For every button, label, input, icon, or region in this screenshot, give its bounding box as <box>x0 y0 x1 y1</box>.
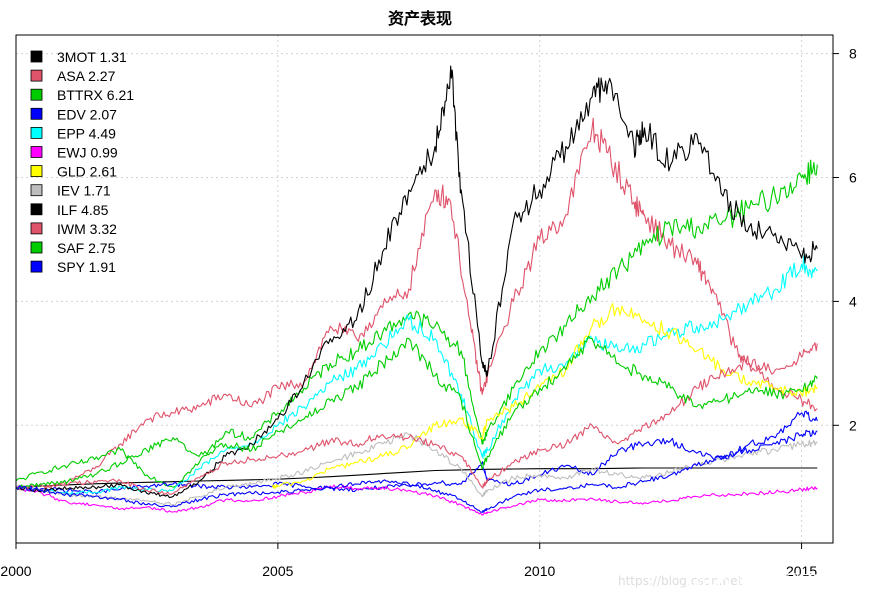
legend-label: SPY 1.91 <box>57 259 116 275</box>
legend-swatch <box>30 184 43 197</box>
legend-swatch <box>30 50 43 63</box>
legend-swatch <box>30 241 43 254</box>
plot-frame <box>15 34 834 544</box>
legend-label: EDV 2.07 <box>57 106 117 122</box>
y-tick-label: 4 <box>849 293 857 309</box>
legend-label: ILF 4.85 <box>57 202 109 218</box>
legend-label: GLD 2.61 <box>57 164 117 180</box>
x-tick-label: 2005 <box>262 563 293 579</box>
x-tick-label: 2010 <box>524 563 555 579</box>
series-line-3mot <box>15 467 818 488</box>
legend-swatch <box>30 127 43 139</box>
legend-swatch <box>30 69 43 82</box>
legend-label: EPP 4.49 <box>57 125 116 141</box>
y-tick-label: 2 <box>849 417 857 433</box>
series-line-bttrx <box>15 159 818 488</box>
series-line-ilf <box>15 65 818 499</box>
y-tick-label: 8 <box>849 46 857 62</box>
legend-label: IEV 1.71 <box>57 183 111 199</box>
series-line-gld <box>272 302 818 489</box>
legend-label: SAF 2.75 <box>57 240 116 256</box>
legend-label: IWM 3.32 <box>57 221 117 237</box>
series-line-ewj <box>15 484 818 516</box>
legend-label: 3MOT 1.31 <box>57 49 127 65</box>
legend-swatch <box>30 203 43 216</box>
series-line-iev <box>15 432 818 506</box>
watermark-text: CSDN @拓端研究室 <box>686 571 833 590</box>
series-line-asa <box>15 117 818 492</box>
legend-swatch <box>30 222 43 235</box>
series-line-spy <box>15 429 818 513</box>
legend: 3MOT 1.31 ASA 2.27 BTTRX 6.21 EDV 2.07 EPP 4… <box>30 49 134 275</box>
legend-label: EWJ 0.99 <box>57 145 118 161</box>
axes: 2000 2005 2010 2015 2 4 6 8 <box>0 46 857 579</box>
grid <box>15 35 833 543</box>
watermark-faint-text: https://blog.csdn.net <box>618 574 743 588</box>
legend-swatch <box>30 165 43 178</box>
legend-swatch <box>30 260 43 273</box>
x-tick-label: 2015 <box>786 563 817 579</box>
series-line-iwm <box>15 342 818 495</box>
y-tick-label: 6 <box>849 169 857 185</box>
legend-label: ASA 2.27 <box>57 68 116 84</box>
series-line-edv <box>15 410 818 495</box>
legend-swatch <box>30 107 43 120</box>
series-lines <box>15 65 818 516</box>
series-line-saf <box>15 335 818 490</box>
legend-swatch <box>30 146 43 158</box>
watermark: https://blog.csdn.net CSDN @拓端研究室 <box>618 571 833 590</box>
legend-label: BTTRX 6.21 <box>57 87 134 103</box>
x-tick-label: 2000 <box>0 563 31 579</box>
chart-title: 资产表现 <box>388 9 452 28</box>
legend-swatch <box>30 88 43 101</box>
